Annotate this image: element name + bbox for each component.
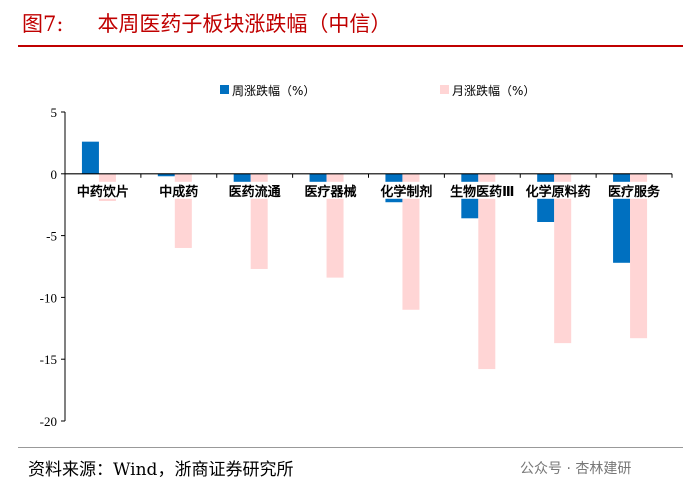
bar-monthly: [478, 173, 496, 370]
category-label-bg: [296, 181, 365, 199]
bar-weekly: [157, 173, 175, 177]
category-label: 化学原料药: [526, 184, 591, 200]
category-label-bg: [220, 181, 289, 199]
legend-swatch: [440, 85, 449, 94]
category-label-bg: [600, 181, 669, 199]
category-label: 中药饮片: [77, 184, 129, 200]
category-label: 医药流通: [229, 184, 281, 200]
legend-label: 周涨跌幅（%）: [232, 83, 315, 98]
y-tick-label: -20: [40, 414, 57, 429]
y-tick-label: -5: [46, 229, 57, 244]
y-tick-label: 5: [51, 105, 58, 120]
legend-label: 月涨跌幅（%）: [452, 83, 535, 98]
bar-monthly: [326, 173, 344, 278]
bar-monthly: [630, 173, 648, 339]
category-label-bg: [372, 181, 441, 199]
y-tick-label: -10: [40, 290, 57, 305]
bar-weekly: [81, 141, 99, 174]
source-note: 资料来源：Wind，浙商证券研究所: [28, 460, 294, 480]
footer-rule: [18, 447, 683, 448]
figure-title: 图7: 本周医药子板块涨跌幅（中信）: [22, 12, 392, 36]
legend-swatch: [220, 85, 229, 94]
category-label: 生物医药Ⅲ: [450, 184, 514, 200]
bar-monthly: [554, 173, 572, 344]
category-label-bg: [448, 181, 517, 199]
watermark: 公众号 · 杏林建研: [520, 461, 632, 477]
bar-monthly: [402, 173, 420, 310]
category-label-bg: [144, 181, 213, 199]
category-label-bg: [68, 181, 137, 199]
category-label: 医疗器械: [305, 184, 357, 200]
title-rule: [18, 45, 683, 47]
category-label-bg: [524, 181, 593, 199]
category-label: 中成药: [159, 184, 198, 200]
category-label: 医疗服务: [608, 184, 661, 200]
y-tick-label: 0: [51, 167, 58, 182]
y-tick-label: -15: [40, 352, 57, 367]
category-label: 化学制剂: [380, 184, 432, 200]
